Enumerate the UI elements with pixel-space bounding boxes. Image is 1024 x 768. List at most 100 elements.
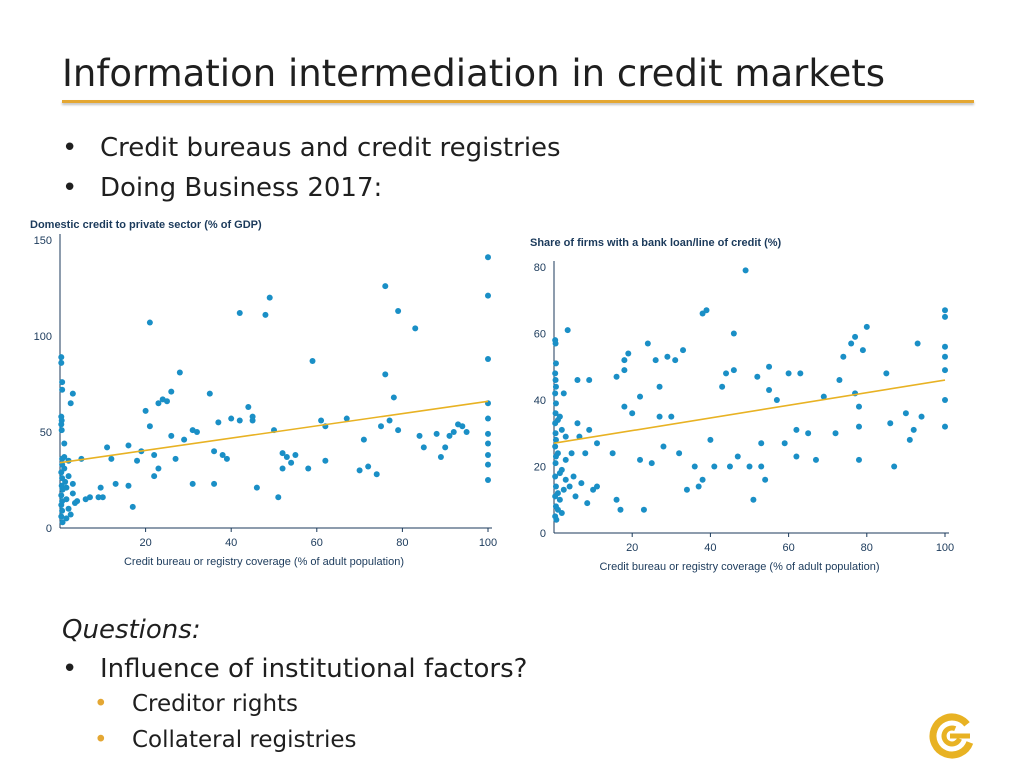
data-point — [552, 340, 559, 347]
chart-title: Share of firms with a bank loan/line of … — [530, 237, 782, 249]
data-point — [382, 283, 389, 290]
data-point — [572, 493, 579, 500]
data-point — [566, 483, 573, 490]
data-point — [562, 433, 569, 440]
data-point — [574, 377, 581, 384]
data-point — [288, 459, 295, 466]
data-point — [836, 377, 843, 384]
data-point — [570, 473, 577, 480]
x-tick-label: 100 — [479, 537, 497, 549]
data-point — [59, 386, 66, 393]
data-point — [812, 456, 819, 463]
data-point — [262, 311, 269, 318]
data-point — [859, 347, 866, 354]
x-tick-label: 40 — [225, 537, 237, 549]
data-point — [719, 383, 726, 390]
data-point — [65, 505, 72, 512]
data-point — [356, 467, 363, 474]
trend-line — [553, 379, 946, 445]
data-point — [691, 463, 698, 470]
data-point — [556, 413, 563, 420]
data-point — [754, 373, 761, 380]
data-point — [86, 494, 93, 501]
data-point — [552, 370, 559, 377]
data-point — [552, 443, 559, 450]
data-point — [236, 417, 243, 424]
data-point — [69, 390, 76, 397]
data-point — [707, 436, 714, 443]
x-axis-label: Credit bureau or registry coverage (% of… — [124, 556, 404, 568]
data-point — [855, 423, 862, 430]
data-point — [793, 426, 800, 433]
data-point — [942, 367, 948, 374]
data-point — [112, 480, 119, 487]
data-point — [61, 465, 68, 472]
data-point — [292, 452, 299, 459]
data-point — [918, 413, 925, 420]
data-point — [125, 442, 132, 449]
data-point — [562, 476, 569, 483]
questions-heading: Questions: — [62, 615, 201, 645]
data-point — [552, 383, 559, 390]
data-point — [613, 496, 620, 503]
x-axis-label: Credit bureau or registry coverage (% of… — [599, 561, 879, 573]
data-point — [552, 360, 559, 367]
data-point — [552, 400, 559, 407]
data-point — [910, 426, 917, 433]
data-point — [883, 370, 890, 377]
y-tick-label: 20 — [534, 462, 546, 474]
data-point — [168, 432, 175, 439]
bullet-item: • Doing Business 2017: — [62, 172, 382, 204]
data-point — [450, 429, 457, 435]
data-point — [942, 313, 948, 320]
data-point — [553, 516, 560, 523]
data-point — [652, 357, 659, 364]
data-point — [699, 310, 706, 317]
data-point — [74, 498, 81, 505]
data-point — [734, 453, 741, 460]
data-point — [442, 444, 449, 451]
data-point — [723, 370, 730, 377]
data-point — [151, 452, 158, 459]
data-point — [762, 476, 769, 483]
sub-bullet-marker: • — [94, 691, 108, 717]
data-point — [552, 410, 559, 417]
data-point — [309, 357, 316, 364]
data-point — [699, 476, 706, 483]
data-point — [695, 483, 702, 490]
data-point — [578, 480, 585, 487]
data-point — [942, 353, 948, 360]
data-point — [942, 423, 948, 430]
data-point — [564, 327, 571, 334]
question-bullet: • Influence of institutional factors? — [62, 653, 527, 685]
data-point — [485, 292, 491, 299]
data-point — [887, 420, 894, 427]
data-point — [781, 440, 788, 447]
data-point — [640, 506, 647, 513]
data-point — [459, 423, 466, 430]
data-point — [750, 496, 757, 503]
data-point — [820, 393, 827, 400]
data-point — [61, 453, 68, 460]
data-point — [730, 367, 737, 374]
data-point — [446, 432, 453, 439]
y-tick-label: 0 — [46, 523, 52, 535]
data-point — [146, 319, 153, 326]
bullet-marker: • — [62, 654, 78, 684]
data-point — [584, 500, 591, 507]
data-point — [680, 347, 687, 354]
data-point — [485, 430, 491, 437]
data-point — [134, 457, 141, 464]
data-point — [552, 430, 559, 437]
data-point — [676, 450, 683, 457]
data-point — [142, 407, 149, 414]
data-point — [832, 430, 839, 437]
data-point — [485, 356, 491, 363]
data-point — [395, 308, 402, 315]
data-point — [560, 390, 567, 397]
sub-bullet-text: Creditor rights — [132, 691, 299, 717]
data-point — [193, 429, 200, 435]
slide-title: Information intermediation in credit mar… — [62, 52, 885, 95]
data-point — [621, 403, 628, 410]
